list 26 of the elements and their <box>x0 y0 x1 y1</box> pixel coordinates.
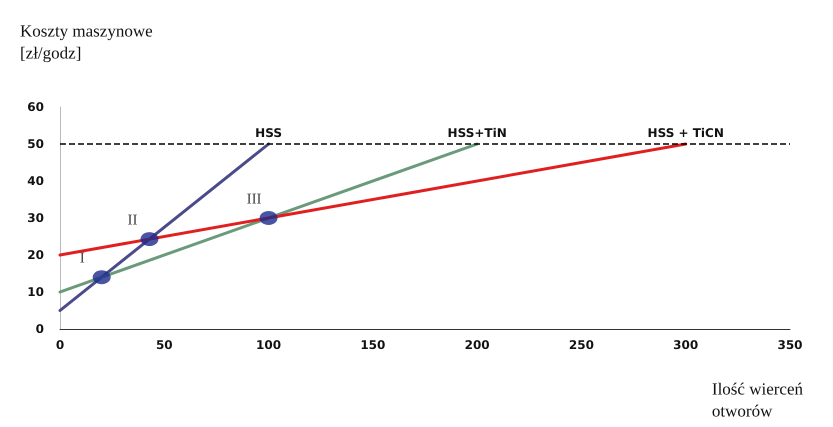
point <box>140 232 158 246</box>
series-label: HSS <box>255 126 282 140</box>
x-tick-label: 100 <box>256 338 282 352</box>
y-tick-label: 40 <box>27 174 44 188</box>
point <box>260 211 278 225</box>
series-label: HSS + TiCN <box>648 126 724 140</box>
y-tick-label: 20 <box>27 248 44 262</box>
x-tick-label: 50 <box>156 338 173 352</box>
y-tick-label: 10 <box>27 285 44 299</box>
x-tick-label: 150 <box>360 338 386 352</box>
y-axis-title: Koszty maszynowe [zł/godz] <box>20 22 153 62</box>
y-tick-label: 30 <box>27 211 44 225</box>
x-tick-label: 250 <box>568 338 594 352</box>
x-tick-label: 0 <box>56 338 64 352</box>
annotation: I <box>80 250 85 267</box>
annotation: II <box>127 212 138 229</box>
x-tick-label: 200 <box>464 338 490 352</box>
y-tick-label: 50 <box>27 137 44 151</box>
x-axis-title: Ilość wierceń otworów <box>712 380 804 420</box>
point <box>92 270 111 284</box>
x-tick-label: 300 <box>673 338 698 352</box>
x-tick-label: 350 <box>777 338 803 352</box>
y-tick-label: 60 <box>27 100 44 114</box>
y-tick-label: 0 <box>36 322 44 336</box>
series-label: HSS+TiN <box>448 126 507 140</box>
annotation: III <box>246 192 262 208</box>
